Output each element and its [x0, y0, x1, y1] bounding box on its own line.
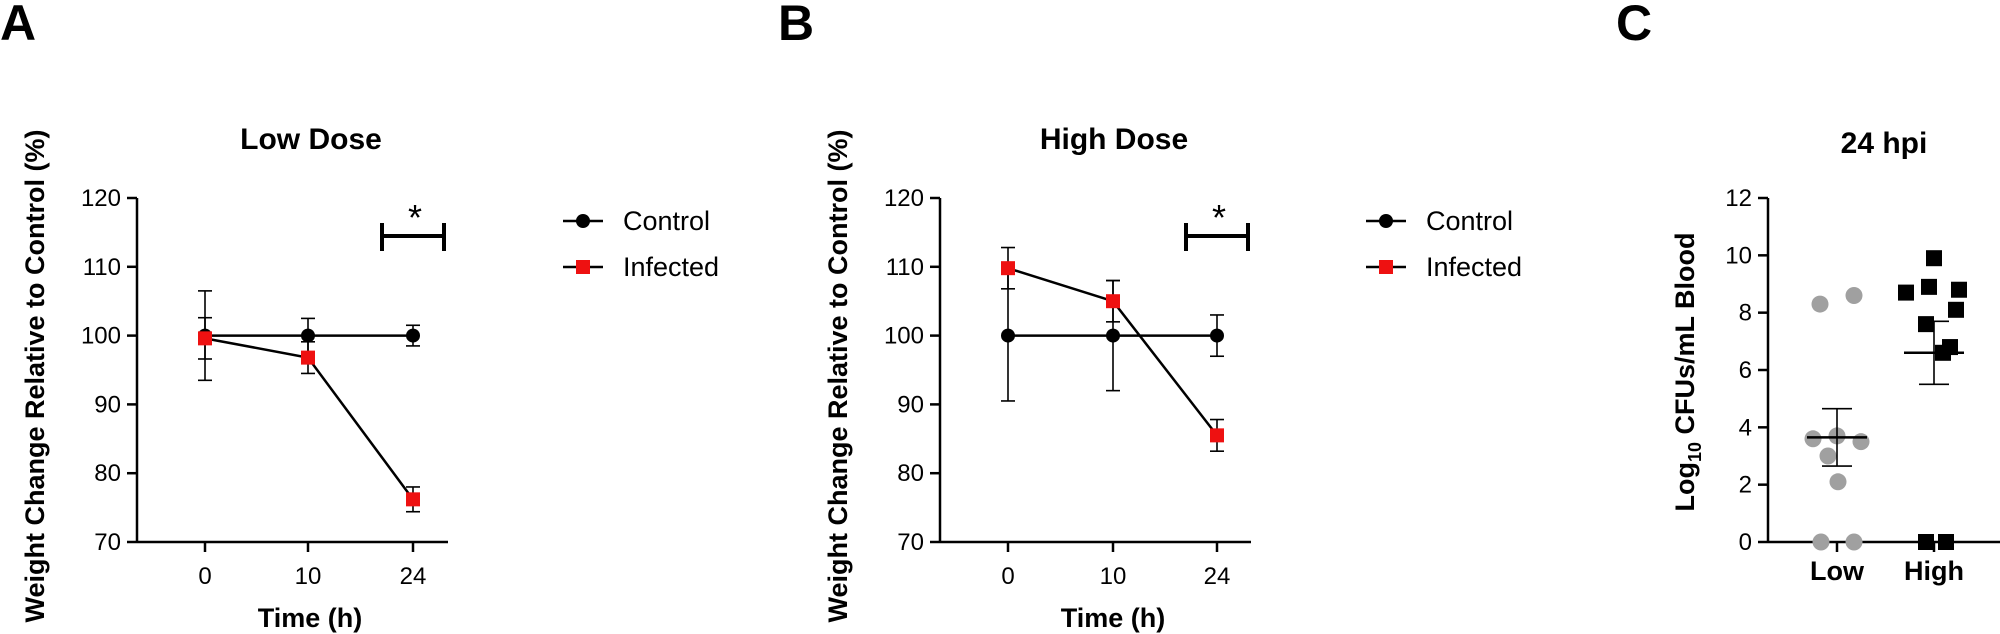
chart-title: Low Dose	[240, 123, 382, 156]
legend-marker-infected	[1379, 260, 1393, 274]
data-point-high	[1921, 278, 1937, 295]
data-point-control	[406, 328, 420, 343]
y-tick-label: 70	[94, 529, 121, 556]
data-point-low	[1845, 286, 1863, 304]
panel-letter-c: C	[1616, 0, 1652, 51]
data-point-high	[1898, 284, 1914, 301]
data-point-low	[1811, 295, 1829, 313]
x-axis-label: Time (h)	[1061, 603, 1166, 633]
data-point-low	[1852, 433, 1870, 451]
y-tick-label: 100	[884, 323, 924, 350]
x-axis-label: Time (h)	[258, 603, 363, 633]
y-axis-label: Weight Change Relative to Control (%)	[823, 129, 853, 622]
data-point-infected	[198, 331, 212, 346]
data-point-infected	[1210, 428, 1224, 443]
y-tick-label: 80	[897, 460, 924, 487]
data-point-high	[1948, 301, 1964, 318]
x-tick-label: High	[1904, 556, 1964, 586]
x-tick-label: 10	[1100, 563, 1127, 590]
data-point-infected	[1001, 261, 1015, 276]
y-axis-label-subscript: 10	[1685, 442, 1705, 462]
y-tick-label: 6	[1739, 357, 1752, 384]
significance-star: *	[408, 197, 422, 238]
data-point-low	[1819, 447, 1837, 465]
y-tick-label: 70	[897, 529, 924, 556]
panel-letter-a: A	[0, 0, 36, 51]
y-tick-label: 8	[1739, 300, 1752, 327]
chart-low-dose: Low Dose 70 80 90 100 110 120 0 10 24 Time (h) Weig…	[20, 123, 719, 633]
data-point-control	[301, 328, 315, 343]
y-tick-label: 2	[1739, 472, 1752, 499]
y-tick-label: 80	[94, 460, 121, 487]
data-point-control	[1106, 328, 1120, 343]
chart-title: 24 hpi	[1841, 127, 1928, 160]
panel-letter-b: B	[778, 0, 814, 51]
data-point-control	[1210, 328, 1224, 343]
y-tick-label: 10	[1725, 242, 1752, 269]
y-axis-label-log: Log	[1670, 462, 1700, 511]
legend-label-control: Control	[623, 206, 710, 236]
y-tick-label: 0	[1739, 529, 1752, 556]
y-tick-label: 90	[94, 391, 121, 418]
data-point-high	[1938, 534, 1954, 550]
data-point-high	[1951, 281, 1967, 298]
data-point-control	[1001, 328, 1015, 343]
x-tick-label: 0	[198, 563, 211, 590]
y-axis-label-rest: CFUs/mL Blood	[1670, 232, 1700, 442]
y-axis-label: Log10 CFUs/mL Blood	[1670, 232, 1705, 511]
y-tick-label: 100	[81, 323, 121, 350]
y-tick-label: 90	[897, 391, 924, 418]
x-tick-label: 24	[400, 563, 427, 590]
x-tick-label: Low	[1810, 556, 1865, 586]
data-point-infected	[1106, 294, 1120, 309]
x-tick-label: 10	[295, 563, 322, 590]
x-tick-label: 24	[1204, 563, 1231, 590]
legend-label-infected: Infected	[623, 252, 719, 282]
chart-high-dose: High Dose 70 80 90 100 110 120 0 10 24 Time (h) Wei…	[823, 123, 1522, 633]
y-tick-label: 12	[1725, 185, 1752, 212]
y-tick-label: 110	[886, 254, 924, 281]
y-tick-label: 120	[884, 185, 924, 212]
legend-label-control: Control	[1426, 206, 1513, 236]
data-point-high	[1926, 250, 1942, 267]
legend-label-infected: Infected	[1426, 252, 1522, 282]
data-point-low	[1845, 533, 1863, 551]
legend-marker-control	[576, 214, 590, 228]
y-axis-label: Weight Change Relative to Control (%)	[20, 129, 50, 622]
data-point-infected	[406, 492, 420, 507]
y-tick-label: 4	[1739, 414, 1752, 441]
legend-marker-control	[1379, 214, 1393, 228]
x-tick-label: 0	[1001, 563, 1014, 590]
data-point-low	[1812, 533, 1830, 551]
legend-marker-infected	[576, 260, 590, 274]
chart-title: High Dose	[1040, 123, 1188, 156]
significance-star: *	[1212, 197, 1226, 238]
data-point-infected	[301, 350, 315, 365]
data-point-high	[1918, 316, 1934, 333]
data-point-low	[1804, 430, 1822, 448]
data-point-high	[1918, 534, 1934, 550]
y-tick-label: 110	[83, 254, 121, 281]
data-point-low	[1829, 473, 1847, 491]
y-tick-label: 120	[81, 185, 121, 212]
